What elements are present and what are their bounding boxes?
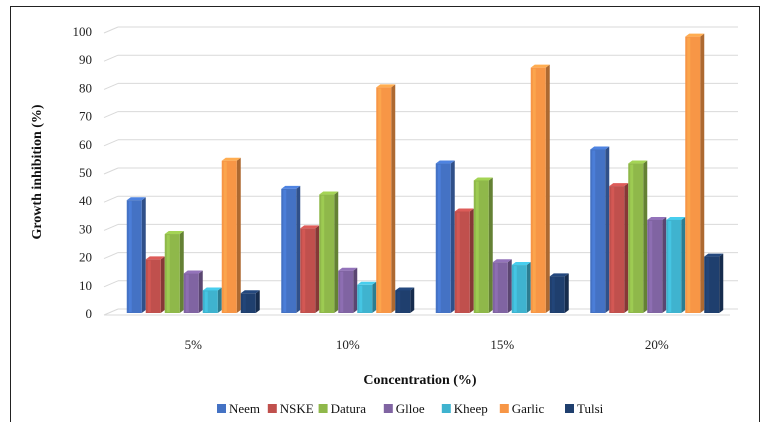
bar-glloe-3	[647, 216, 667, 313]
bar-nske-2	[454, 208, 474, 313]
y-tick-label: 40	[79, 193, 92, 208]
legend-swatch	[565, 404, 574, 413]
y-tick-label: 0	[86, 306, 93, 321]
legend-item-datura: Datura	[318, 401, 367, 416]
legend-item-nske: NSKE	[267, 401, 314, 416]
y-tick-labels: 0 10 20 30 40 50 60 70 80 90 100	[73, 24, 93, 321]
y-tick-label: 50	[79, 165, 92, 180]
bar-kheep-0	[202, 287, 222, 313]
legend-label: Glloe	[396, 401, 425, 416]
y-axis-title: Growth inhibition (%)	[30, 104, 45, 239]
bar-neem-1	[281, 185, 301, 313]
y-tick-label: 100	[73, 24, 93, 39]
bar-kheep-1	[357, 281, 377, 313]
legend-label: Tulsi	[577, 401, 604, 416]
bar-glloe-1	[338, 267, 358, 313]
bar-tulsi-2	[549, 273, 569, 313]
legend: Neem NSKE Datura Glloe Kheep Garlic Tulsi	[217, 401, 604, 416]
gridline-diag	[103, 252, 119, 260]
bar-datura-1	[319, 191, 339, 313]
bar-garlic-2	[530, 64, 550, 313]
gridline-diag	[103, 308, 119, 316]
x-tick-label: 5%	[185, 337, 203, 352]
gridline-diag	[103, 139, 119, 147]
legend-swatch	[499, 404, 509, 413]
bar-datura-3	[628, 160, 648, 313]
legend-item-garlic: Garlic	[499, 401, 545, 416]
bar-glloe-2	[492, 259, 512, 313]
bar-kheep-3	[666, 216, 686, 313]
bar-garlic-1	[376, 84, 396, 314]
bar-neem-3	[590, 146, 610, 313]
x-tick-label: 10%	[336, 337, 360, 352]
legend-item-neem: Neem	[217, 401, 260, 416]
gridline-diag	[103, 26, 119, 34]
bar-neem-0	[126, 197, 146, 313]
gridline-diag	[103, 195, 119, 203]
legend-swatch	[217, 404, 226, 413]
legend-swatch	[383, 404, 393, 413]
bar-tulsi-1	[395, 287, 415, 313]
legend-label: Datura	[331, 401, 367, 416]
legend-swatch	[267, 404, 277, 413]
x-axis-title: Concentration (%)	[363, 373, 476, 388]
bar-datura-0	[164, 231, 184, 313]
gridline-diag	[103, 54, 119, 62]
gridline-diag	[103, 280, 119, 288]
y-tick-label: 10	[79, 278, 92, 293]
bar-neem-2	[435, 160, 455, 313]
bar-nske-1	[300, 225, 320, 313]
chart-frame	[10, 6, 760, 422]
y-tick-label: 70	[79, 109, 92, 124]
y-tick-label: 20	[79, 250, 92, 265]
gridline-diag	[103, 82, 119, 90]
gridline-diag	[103, 167, 119, 175]
bar-tulsi-3	[704, 253, 724, 313]
gridline-diag	[103, 111, 119, 119]
bar-nske-3	[609, 183, 629, 313]
y-tick-label: 90	[79, 52, 92, 67]
legend-label: Kheep	[454, 401, 488, 416]
y-tick-label: 60	[79, 137, 92, 152]
legend-label: Garlic	[512, 401, 545, 416]
legend-item-kheep: Kheep	[441, 401, 488, 416]
legend-swatch	[441, 404, 451, 413]
legend-item-glloe: Glloe	[383, 401, 425, 416]
bar-tulsi-0	[240, 290, 260, 313]
bar-glloe-0	[183, 270, 203, 313]
legend-item-tulsi: Tulsi	[565, 401, 604, 416]
bar-garlic-3	[685, 33, 705, 313]
x-tick-labels: 5% 10% 15% 20%	[185, 337, 669, 352]
x-tick-label: 15%	[490, 337, 514, 352]
bar-datura-2	[473, 177, 493, 313]
bar-layer	[126, 33, 724, 314]
legend-label: Neem	[229, 401, 260, 416]
bar-nske-0	[145, 256, 165, 313]
x-tick-label: 20%	[645, 337, 669, 352]
gridline-diag	[103, 223, 119, 231]
y-tick-label: 30	[79, 221, 92, 236]
y-tick-label: 80	[79, 80, 92, 95]
bar-kheep-2	[511, 262, 531, 313]
bar-garlic-0	[221, 157, 241, 313]
legend-swatch	[318, 404, 328, 413]
legend-label: NSKE	[280, 401, 314, 416]
